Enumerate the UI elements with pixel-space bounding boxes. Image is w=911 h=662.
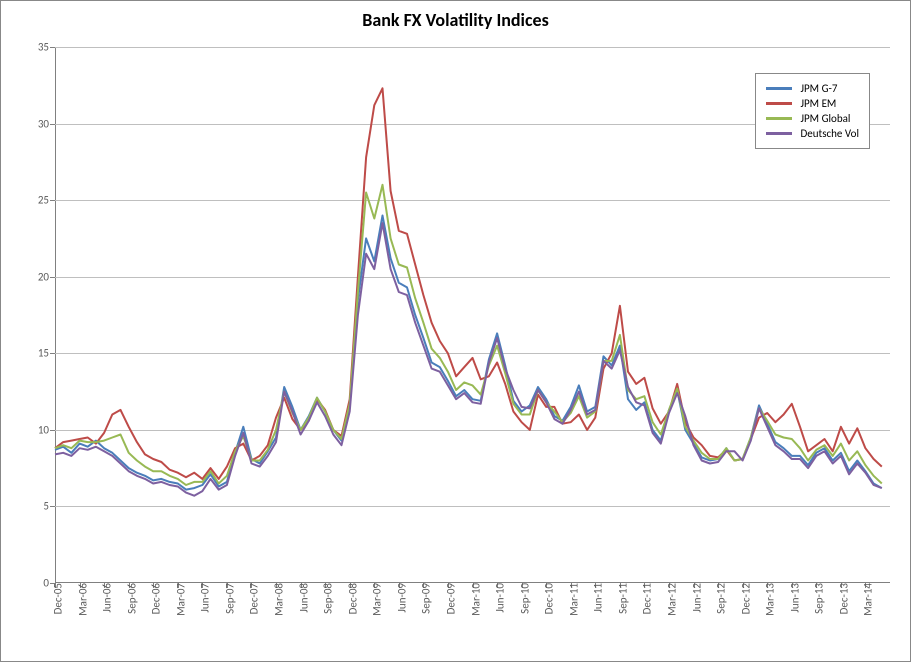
- x-tick-label: Mar-14: [856, 583, 875, 616]
- chart-title: Bank FX Volatility Indices: [1, 9, 910, 31]
- x-tick-label: Jun-12: [684, 583, 703, 613]
- legend-label: Deutsche Vol: [800, 127, 859, 140]
- legend-item: Deutsche Vol: [766, 127, 859, 140]
- y-tick-label: 10: [38, 423, 55, 436]
- x-tick-label: Sep-11: [610, 583, 629, 614]
- x-tick-label: Jun-08: [291, 583, 310, 613]
- x-tick-label: Dec-06: [144, 583, 163, 614]
- x-tick-label: Dec-11: [635, 583, 654, 614]
- y-tick-label: 15: [38, 347, 55, 360]
- x-tick-label: Dec-07: [242, 583, 261, 614]
- x-tick-label: Mar-09: [365, 583, 384, 616]
- x-tick-label: Sep-09: [414, 583, 433, 614]
- x-tick-label: Sep-08: [316, 583, 335, 614]
- legend-label: JPM Global: [800, 112, 850, 125]
- legend-item: JPM Global: [766, 112, 859, 125]
- y-tick-label: 35: [38, 41, 55, 54]
- legend-item: JPM EM: [766, 97, 859, 110]
- series-line: [55, 216, 882, 490]
- x-tick-label: Mar-07: [168, 583, 187, 616]
- x-tick-label: Sep-12: [709, 583, 728, 614]
- x-tick-label: Dec-05: [46, 583, 65, 614]
- x-tick-label: Dec-12: [733, 583, 752, 614]
- legend-swatch: [766, 102, 792, 105]
- legend-item: JPM G-7: [766, 82, 859, 95]
- x-tick-label: Dec-08: [340, 583, 359, 614]
- x-tick-label: Dec-09: [438, 583, 457, 614]
- x-tick-label: Sep-10: [512, 583, 531, 614]
- y-tick-label: 30: [38, 117, 55, 130]
- chart-container: Bank FX Volatility Indices 0510152025303…: [0, 0, 911, 662]
- legend-swatch: [766, 117, 792, 120]
- x-tick-label: Mar-08: [267, 583, 286, 616]
- x-tick-label: Jun-07: [193, 583, 212, 613]
- x-tick-label: Mar-11: [561, 583, 580, 616]
- x-tick-label: Jun-09: [389, 583, 408, 613]
- y-tick-label: 5: [43, 500, 55, 513]
- x-tick-label: Dec-13: [831, 583, 850, 614]
- x-tick-label: Jun-13: [782, 583, 801, 613]
- series-line: [55, 223, 882, 496]
- x-tick-label: Sep-07: [217, 583, 236, 614]
- x-tick-label: Sep-06: [119, 583, 138, 614]
- x-tick-label: Jun-06: [95, 583, 114, 613]
- x-tick-label: Jun-10: [488, 583, 507, 613]
- legend-swatch: [766, 87, 792, 90]
- series-line: [55, 185, 882, 485]
- x-tick-label: Jun-11: [586, 583, 605, 613]
- x-tick-label: Mar-10: [463, 583, 482, 616]
- x-tick-label: Mar-13: [758, 583, 777, 616]
- legend-label: JPM EM: [800, 97, 836, 110]
- y-tick-label: 20: [38, 270, 55, 283]
- y-tick-label: 25: [38, 194, 55, 207]
- legend: JPM G-7 JPM EM JPM Global Deutsche Vol: [755, 73, 870, 149]
- x-tick-label: Sep-13: [807, 583, 826, 614]
- x-tick-label: Mar-12: [659, 583, 678, 616]
- legend-label: JPM G-7: [800, 82, 837, 95]
- x-tick-label: Mar-06: [70, 583, 89, 616]
- legend-swatch: [766, 132, 792, 135]
- x-tick-label: Dec-10: [537, 583, 556, 614]
